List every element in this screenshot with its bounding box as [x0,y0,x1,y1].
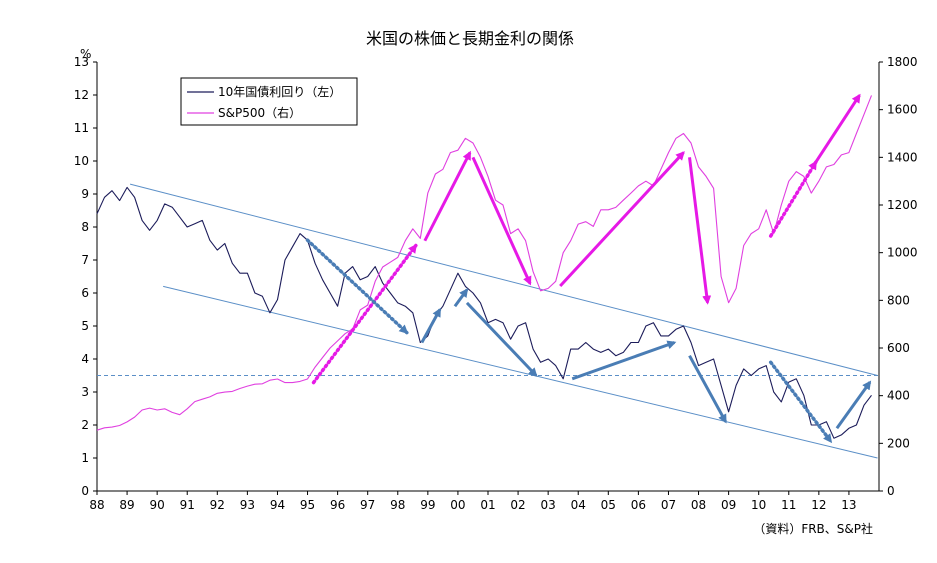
sp500-trend-arrow [423,150,472,242]
x-tick-label: 94 [270,498,285,512]
x-tick-label: 92 [210,498,225,512]
x-tick-label: 13 [841,498,856,512]
x-tick-label: 89 [119,498,134,512]
x-tick-label: 04 [571,498,586,512]
legend-label-yield: 10年国債利回り（左） [218,84,341,99]
left-tick-label: 5 [81,319,89,333]
series-yield-line [96,186,872,439]
yield-trend-arrow [768,360,833,444]
x-tick-label: 12 [811,498,826,512]
sp500-trend-arrow [768,160,818,238]
right-tick-label: 400 [887,389,910,403]
x-tick-label: 05 [601,498,616,512]
right-tick-label: 800 [887,293,910,307]
x-tick-label: 09 [721,498,736,512]
yield-trend-arrow [453,288,469,308]
left-tick-label: 11 [74,121,89,135]
left-tick-label: 4 [81,352,89,366]
series-sp500-line [96,95,873,431]
x-tick-label: 93 [240,498,255,512]
right-axis-ticks: 0 200 400 600 800 1000 1200 1400 1600 1800 [879,55,918,498]
yield-trend-arrow [688,354,727,424]
right-tick-label: 1000 [887,246,918,260]
sp500-trend-arrow [311,243,418,385]
yield-trend-arrow [835,380,872,430]
x-tick-label: 03 [541,498,556,512]
yield-trend-arrow [465,301,538,377]
x-axis-ticks: 88 89 90 91 92 93 94 95 96 97 98 99 00 01 02 03 04 05 06 07… [89,491,857,512]
left-tick-label: 13 [74,55,89,69]
x-tick-label: 06 [631,498,646,512]
right-tick-label: 600 [887,341,910,355]
left-tick-label: 2 [81,418,89,432]
x-tick-label: 00 [450,498,465,512]
channel-lower-line [163,285,878,459]
sp500-trend-arrow [814,93,861,163]
yield-trend-arrow [571,340,677,381]
chart-title: 米国の株価と長期金利の関係 [366,29,574,48]
x-tick-label: 08 [691,498,706,512]
x-tick-label: 88 [89,498,104,512]
series-lines [96,95,873,439]
legend: 10年国債利回り（左） S&P500（右） [180,77,358,126]
left-tick-label: 9 [81,187,89,201]
x-tick-label: 91 [180,498,195,512]
left-tick-label: 6 [81,286,89,300]
source-note: （資料）FRB、S&P社 [753,521,873,536]
right-tick-label: 1600 [887,103,918,117]
left-tick-label: 0 [81,484,89,498]
x-tick-label: 11 [781,498,796,512]
left-tick-label: 12 [74,88,89,102]
x-tick-label: 02 [510,498,525,512]
x-tick-label: 97 [360,498,375,512]
sp500-trend-arrow [688,157,712,305]
x-tick-label: 98 [390,498,405,512]
trend-channel [97,183,879,459]
right-tick-label: 0 [887,484,895,498]
right-tick-label: 1400 [887,150,918,164]
legend-box [180,77,358,126]
x-tick-label: 90 [150,498,165,512]
yield-trend-arrow [305,238,409,335]
left-tick-label: 3 [81,385,89,399]
channel-upper-line [129,183,878,376]
sp500-trend-arrow [559,151,685,288]
right-tick-label: 1200 [887,198,918,212]
right-tick-label: 200 [887,436,910,450]
x-tick-label: 99 [420,498,435,512]
right-tick-label: 1800 [887,55,918,69]
sp500-trend-arrow [471,156,532,286]
x-tick-label: 01 [480,498,495,512]
annotation-arrows [305,93,872,444]
left-tick-label: 1 [81,451,89,465]
legend-label-sp500: S&P500（右） [218,105,301,120]
x-tick-label: 10 [751,498,766,512]
x-tick-label: 95 [300,498,315,512]
left-axis-unit: % [80,47,91,61]
left-tick-label: 10 [74,154,89,168]
x-tick-label: 07 [661,498,676,512]
yield-trend-arrow [420,307,442,344]
left-tick-label: 7 [81,253,89,267]
x-tick-label: 96 [330,498,345,512]
left-tick-label: 8 [81,220,89,234]
